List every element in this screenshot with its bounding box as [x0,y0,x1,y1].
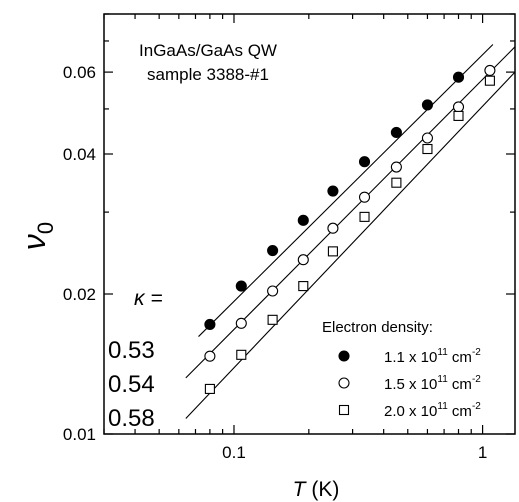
legend: 1.1 x 1011 cm-2 1.5 x 1011 cm-2 2.0 x 1011… [338,347,481,420]
data-point [358,156,371,168]
data-point [391,177,402,188]
kappa-values: 0.53 0.54 0.58 [108,337,155,432]
legend-label: 2.0 x 1011 cm-2 [384,401,481,420]
data-point [421,99,433,111]
plot-frame [103,13,516,435]
data-point [297,214,309,226]
x-axis-unit: (K) [306,478,340,501]
data-point [421,132,433,144]
kappa-value: 0.58 [108,405,155,432]
legend-marker [338,377,350,389]
data-point [267,314,278,325]
x-tick-label: 1 [478,443,487,462]
data-point [235,317,247,329]
legend-marker [338,404,350,416]
y-tick-label: 0.02 [63,285,96,304]
x-tick-label: 0.1 [222,443,246,462]
y-axis-subscript: 0 [33,222,58,234]
data-point [327,246,338,257]
fit-line [185,71,515,419]
x-tick-labels: 0.1 1 [222,443,487,462]
data-point [204,383,215,394]
data-point [204,318,216,331]
data-point [267,245,279,257]
kappa-value: 0.54 [108,371,155,398]
data-point [297,254,309,266]
y-axis-symbol: ν [16,234,52,250]
data-point [235,280,247,292]
x-axis-label: T (K) [293,478,340,501]
x-axis-symbol: T [293,478,308,501]
kappa-label: κ = [134,287,163,310]
data-point [327,185,339,197]
data-point [327,222,339,234]
annotation-line1: InGaAs/GaAs QW [139,41,277,60]
data-point [267,285,279,297]
y-tick-label: 0.04 [63,145,96,164]
data-point [204,350,216,362]
data-point [484,64,496,76]
legend-title: Electron density: [322,319,433,336]
data-point [298,281,309,292]
y-axis-label: ν0 [16,222,58,250]
data-point [452,71,465,83]
y-tick-label: 0.01 [63,425,96,444]
data-point [236,349,247,360]
annotation-line2: sample 3388-#1 [147,65,269,84]
data-point [390,161,402,173]
data-point [453,110,464,121]
kappa-value: 0.53 [108,337,155,364]
data-points [204,64,496,394]
data-point [358,191,371,203]
data-point [484,75,495,86]
data-point [390,126,402,139]
y-tick-label: 0.06 [63,63,96,82]
legend-label: 1.1 x 1011 cm-2 [384,347,481,366]
data-point [359,211,370,222]
legend-marker [338,350,350,362]
data-point [452,101,465,113]
data-point [422,143,433,155]
legend-label: 1.5 x 1011 cm-2 [384,374,481,393]
y-tick-labels: 0.01 0.02 0.04 0.06 [63,63,96,444]
axis-ticks [103,13,515,435]
fit-line [198,44,494,337]
